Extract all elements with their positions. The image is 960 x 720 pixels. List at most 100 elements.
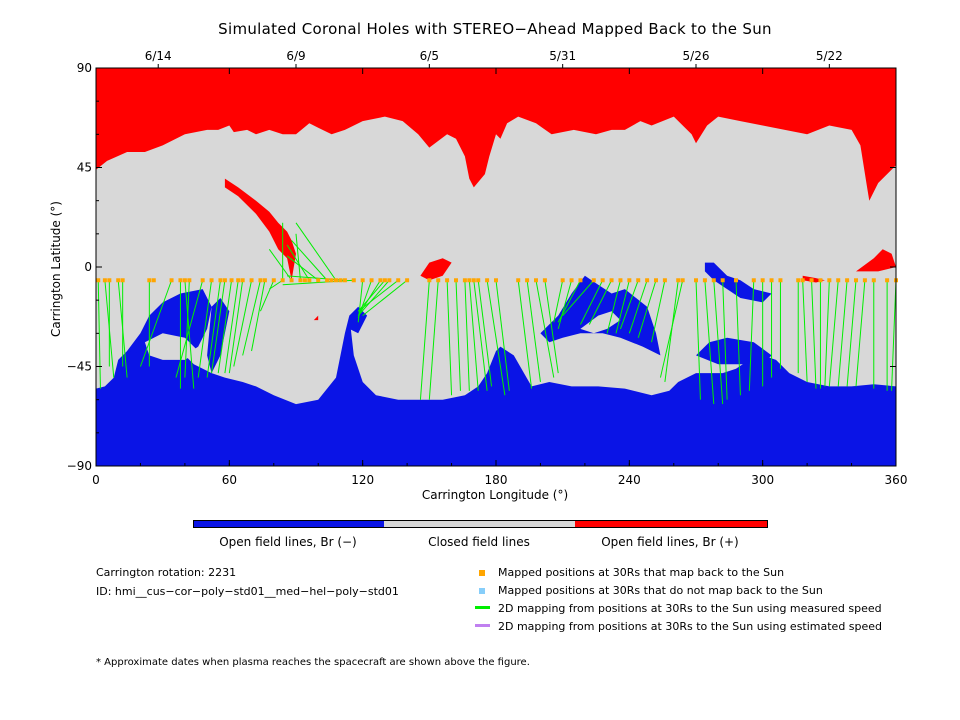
mapped-point [525, 278, 530, 283]
mapped-point [569, 278, 574, 283]
x-tick-label: 180 [485, 473, 508, 487]
mapped-point [476, 278, 481, 283]
x-tick-label: 360 [885, 473, 908, 487]
y-tick-label: 45 [77, 161, 92, 175]
mapping-line [824, 280, 830, 387]
mapping-line [428, 280, 439, 400]
mapping-line [473, 280, 488, 391]
mapped-point [702, 278, 707, 283]
colorbar-open-positive [575, 520, 768, 528]
mapped-point [262, 278, 267, 283]
mapping-line [259, 280, 275, 312]
legend-label-mapped: Mapped positions at 30Rs that map back t… [498, 566, 785, 579]
negative-tongue-5 [704, 262, 772, 303]
mapped-point [609, 278, 614, 283]
mapped-point [734, 278, 738, 283]
mapped-point [454, 278, 458, 283]
x-tick-label: 0 [92, 473, 100, 487]
positive-dot [313, 315, 319, 321]
colorbar-label-positive: Open field lines, Br (+) [601, 535, 739, 549]
mapped-point [516, 278, 521, 283]
mapping-line [419, 280, 430, 400]
mapping-line [637, 280, 657, 338]
y-tick-label: −45 [67, 360, 92, 374]
mapped-point [711, 278, 716, 283]
mapping-line [722, 280, 728, 400]
mapping-line [477, 280, 493, 387]
mapping-line [535, 280, 555, 378]
mapping-line [615, 280, 630, 334]
mapped-point [329, 278, 334, 283]
mapped-point [854, 278, 858, 283]
mapping-line [357, 279, 386, 312]
date-label: 5/26 [683, 49, 710, 63]
mapping-line [695, 280, 701, 400]
mapped-point [271, 278, 276, 283]
legend-label-unmapped: Mapped positions at 30Rs that do not map… [498, 584, 823, 597]
mapped-point [209, 278, 214, 283]
mapping-line [526, 280, 541, 383]
legend-line-measured [475, 606, 490, 609]
mapped-point [147, 278, 152, 283]
mapped-point [485, 278, 490, 283]
mapped-point [809, 278, 814, 283]
mapped-point [334, 278, 338, 283]
mapping-line [486, 280, 506, 396]
mapped-point [378, 278, 383, 283]
positive-lobe-east [856, 249, 896, 272]
mapped-point [871, 278, 876, 283]
mapping-line [606, 280, 621, 334]
mapped-point [116, 278, 121, 283]
mapped-point [369, 278, 374, 283]
x-axis-label: Carrington Longitude (°) [421, 488, 569, 502]
x-tick-label: 240 [618, 473, 641, 487]
mapping-line [197, 280, 213, 378]
mapped-point [751, 278, 756, 283]
mapped-point [182, 278, 187, 283]
mapped-point [240, 278, 245, 283]
colorbar-open-negative [193, 520, 384, 528]
negative-tongue-1 [127, 289, 212, 356]
mapping-line [446, 280, 453, 396]
mapped-point [578, 278, 583, 283]
mapping-line [557, 280, 573, 330]
mapped-point [445, 278, 450, 283]
mapped-point [462, 278, 467, 283]
mapping-line [362, 279, 408, 317]
mapped-point [591, 278, 596, 283]
mapped-point [249, 278, 254, 283]
date-label: 5/31 [549, 49, 576, 63]
negative-tongue-2 [207, 298, 230, 374]
x-tick-label: 300 [751, 473, 774, 487]
mapped-point [178, 278, 183, 283]
mapped-point [720, 278, 725, 283]
mapping-line [242, 280, 261, 356]
mapped-point [351, 278, 356, 283]
mapped-point [618, 278, 623, 283]
mapped-point [200, 278, 205, 283]
mapping-line [651, 280, 666, 343]
mapped-points [96, 278, 898, 283]
mapping-line [837, 280, 848, 387]
mapped-point [778, 278, 783, 283]
mapping-line [211, 280, 226, 374]
mapping-line [464, 280, 470, 391]
mapping-line [224, 280, 239, 374]
mapped-point [396, 278, 401, 283]
mapped-point [405, 278, 410, 283]
colorbar-closed [384, 520, 575, 528]
mapped-point [818, 278, 823, 283]
mapping-line [659, 280, 684, 378]
mapped-point [542, 278, 547, 283]
mapping-line [802, 280, 808, 382]
closed-island-2 [580, 311, 621, 334]
mapped-point [107, 278, 112, 283]
mapped-point [769, 278, 774, 283]
mapping-line [184, 280, 195, 389]
date-label: 6/14 [145, 49, 172, 63]
mapped-point [654, 278, 658, 283]
mapped-point [382, 278, 387, 283]
mapped-point [302, 278, 307, 283]
mapped-point [885, 278, 890, 283]
